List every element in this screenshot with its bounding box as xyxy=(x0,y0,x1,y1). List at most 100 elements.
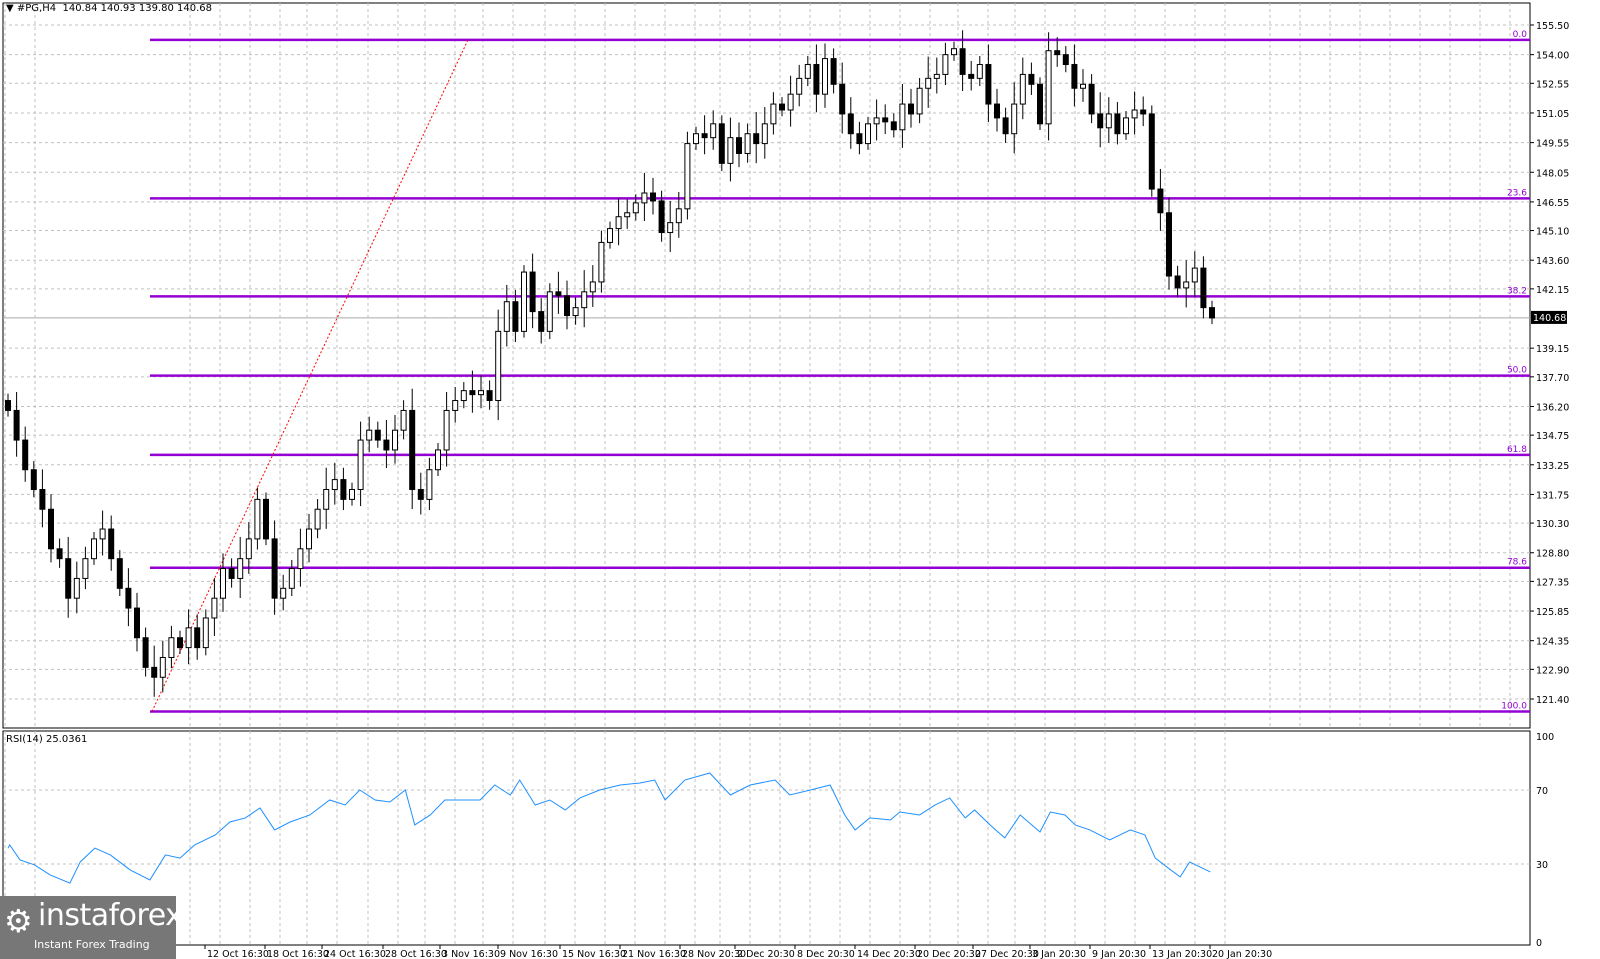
time-label: 2 Dec 20:30 xyxy=(737,949,795,959)
candle-bear xyxy=(839,83,846,115)
candle-bear xyxy=(194,627,201,649)
rsi-axis-label: 0 xyxy=(1536,938,1542,949)
fib-level-label: 78.6 xyxy=(1507,558,1527,568)
candle-bull xyxy=(323,488,330,510)
time-label: 24 Oct 16:30 xyxy=(324,949,386,959)
time-label: 15 Nov 16:30 xyxy=(562,949,626,959)
candle-bear xyxy=(151,666,158,678)
candle-bear xyxy=(555,291,562,297)
candle-bull xyxy=(99,528,106,540)
candle-bull xyxy=(796,77,803,95)
candle-bear xyxy=(383,439,390,451)
candle-bull xyxy=(426,469,433,500)
candle-bull xyxy=(1105,113,1112,129)
candle-bear xyxy=(1157,188,1164,214)
candle-bear xyxy=(1037,83,1043,125)
candle-bear xyxy=(753,133,760,145)
candle-bear xyxy=(538,311,545,332)
candle-bear xyxy=(39,488,46,510)
candle-bull xyxy=(314,508,321,530)
time-label: 3 Jan 20:30 xyxy=(1032,949,1086,959)
candle-bear xyxy=(882,117,889,123)
candle-bear xyxy=(486,390,493,402)
candle-bull xyxy=(787,93,794,111)
triangle-down-icon[interactable]: ▼ xyxy=(6,3,14,14)
fib-level-label: 100.0 xyxy=(1501,701,1527,711)
candle-bear xyxy=(1148,113,1155,190)
price-label: 145.10 xyxy=(1536,227,1569,238)
time-label: 28 Nov 20:30 xyxy=(682,949,746,959)
candle-bull xyxy=(581,291,588,309)
candle-bear xyxy=(1054,50,1061,56)
candle-bull xyxy=(1011,103,1018,135)
candle-bear xyxy=(409,409,416,490)
candle-bear xyxy=(830,58,837,85)
time-label: 8 Dec 20:30 xyxy=(797,949,855,959)
time-label: 20 Jan 20:30 xyxy=(1212,949,1272,959)
price-label: 151.05 xyxy=(1536,109,1569,120)
candle-bear xyxy=(718,123,725,164)
price-label: 127.35 xyxy=(1536,577,1569,588)
candle-bear xyxy=(1028,73,1035,85)
candle-bull xyxy=(73,577,80,599)
candle-bull xyxy=(435,449,441,471)
candle-bull xyxy=(443,409,450,451)
candle-bear xyxy=(1174,275,1181,289)
candle-bull xyxy=(546,291,553,332)
candle-bull xyxy=(245,538,252,560)
current-price-box xyxy=(1531,310,1567,324)
candle-bear xyxy=(13,409,20,441)
candle-bull xyxy=(770,103,777,125)
time-label: 21 Nov 16:30 xyxy=(622,949,686,959)
candle-bear xyxy=(142,637,149,668)
candle-bull xyxy=(185,627,192,649)
candle-bull xyxy=(822,58,828,95)
candle-bull xyxy=(1123,117,1129,135)
candle-bull xyxy=(873,117,880,125)
high-price: 140.93 xyxy=(100,3,136,14)
candle-bull xyxy=(452,400,459,411)
candle-bear xyxy=(125,587,132,609)
candle-bear xyxy=(22,439,29,471)
price-label: 148.05 xyxy=(1536,168,1569,179)
candle-bear xyxy=(908,103,914,115)
candle-bull xyxy=(976,64,983,79)
candle-bear xyxy=(1166,212,1172,277)
candle-bull xyxy=(495,330,502,402)
candle-bull xyxy=(1019,73,1026,105)
price-label: 139.15 xyxy=(1536,344,1569,355)
price-label: 152.55 xyxy=(1536,79,1569,90)
candle-bear xyxy=(847,113,854,135)
price-label: 133.25 xyxy=(1536,461,1569,472)
candle-bear xyxy=(1097,113,1104,129)
candle-bear xyxy=(959,48,966,75)
candle-bull xyxy=(392,429,398,451)
candle-bear xyxy=(856,133,863,145)
candle-bear xyxy=(263,498,269,540)
candle-bear xyxy=(779,103,785,111)
candle-bull xyxy=(572,307,579,317)
candle-bull xyxy=(675,208,682,224)
candle-bull xyxy=(331,479,338,490)
candle-bear xyxy=(1114,113,1121,135)
candle-bull xyxy=(951,48,957,56)
chart-header: ▼ #PG,H4 140.84 140.93 139.80 140.68 xyxy=(6,3,212,14)
time-label: 12 Oct 16:30 xyxy=(207,949,269,959)
candle-bear xyxy=(1200,267,1207,309)
candle-bull xyxy=(280,587,287,599)
price-label: 149.55 xyxy=(1536,139,1569,150)
candle-bear xyxy=(56,548,63,560)
candle-bear xyxy=(1088,83,1095,115)
candle-bull xyxy=(159,656,166,678)
rsi-axis-label: 100 xyxy=(1536,732,1554,743)
candle-bear xyxy=(374,429,381,441)
candle-bear xyxy=(30,469,37,490)
candle-bear xyxy=(340,479,347,500)
candle-bull xyxy=(521,271,527,332)
candle-bear xyxy=(529,271,536,313)
rsi-title: RSI(14) 25.0361 xyxy=(6,734,88,745)
price-label: 136.20 xyxy=(1536,402,1569,413)
candle-bull xyxy=(589,281,596,293)
candle-bear xyxy=(48,508,54,550)
